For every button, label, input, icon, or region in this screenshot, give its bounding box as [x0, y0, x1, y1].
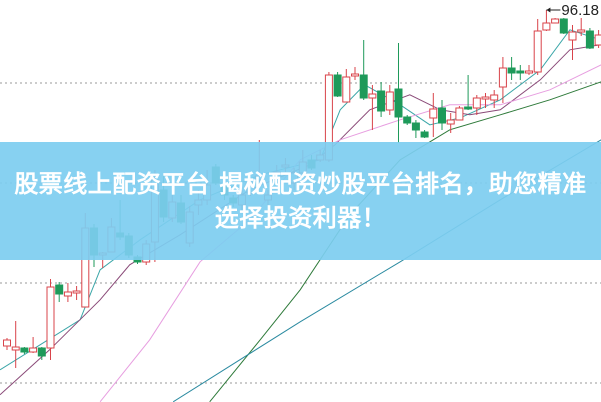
candle-down: [516, 70, 525, 74]
candle-up: [498, 67, 507, 88]
candle-up: [472, 97, 481, 109]
moving-average-line: [0, 29, 601, 371]
candle-up: [29, 347, 38, 353]
candle-up: [351, 73, 359, 77]
candle-down: [559, 18, 568, 34]
candle-down: [394, 88, 403, 118]
candle-up: [577, 29, 586, 33]
candle-up: [551, 18, 560, 24]
candle-up: [11, 346, 20, 351]
candle-down: [20, 347, 29, 353]
title-banner: 股票线上配资平台 揭秘配资炒股平台排名，助您精准选择投资利器！: [0, 142, 601, 260]
banner-title: 股票线上配资平台 揭秘配资炒股平台排名，助您精准选择投资利器！: [14, 170, 587, 232]
candle-up: [568, 31, 577, 41]
candle-up: [481, 96, 490, 100]
candle-up: [525, 70, 533, 74]
candle-up: [446, 119, 455, 125]
candle-up: [368, 93, 377, 99]
candle-down: [420, 131, 429, 138]
candle-up: [63, 291, 72, 297]
high-marker-arrow-icon: [546, 7, 551, 13]
high-price-label: 96.18: [561, 2, 599, 19]
candle-down: [377, 90, 386, 112]
candle-down: [585, 30, 594, 49]
candle-up: [342, 76, 351, 103]
moving-average-line: [0, 44, 601, 396]
candle-down: [507, 67, 516, 74]
candle-down: [55, 284, 64, 295]
candle-up: [3, 339, 11, 347]
candle-up: [455, 107, 464, 121]
candle-down: [464, 106, 473, 110]
candle-down: [438, 107, 446, 124]
candle-up: [72, 290, 81, 294]
candle-up: [533, 30, 542, 73]
moving-average-line: [99, 64, 601, 402]
candle-down: [359, 74, 368, 99]
candle-up: [429, 108, 438, 119]
candle-down: [37, 347, 46, 357]
candle-up: [594, 34, 601, 46]
candle-up: [46, 286, 55, 349]
candle-down: [333, 74, 342, 97]
candle-up: [490, 94, 499, 101]
candle-up: [385, 91, 394, 111]
candle-down: [403, 116, 412, 124]
candle-up: [542, 22, 551, 31]
candle-down: [411, 122, 420, 131]
